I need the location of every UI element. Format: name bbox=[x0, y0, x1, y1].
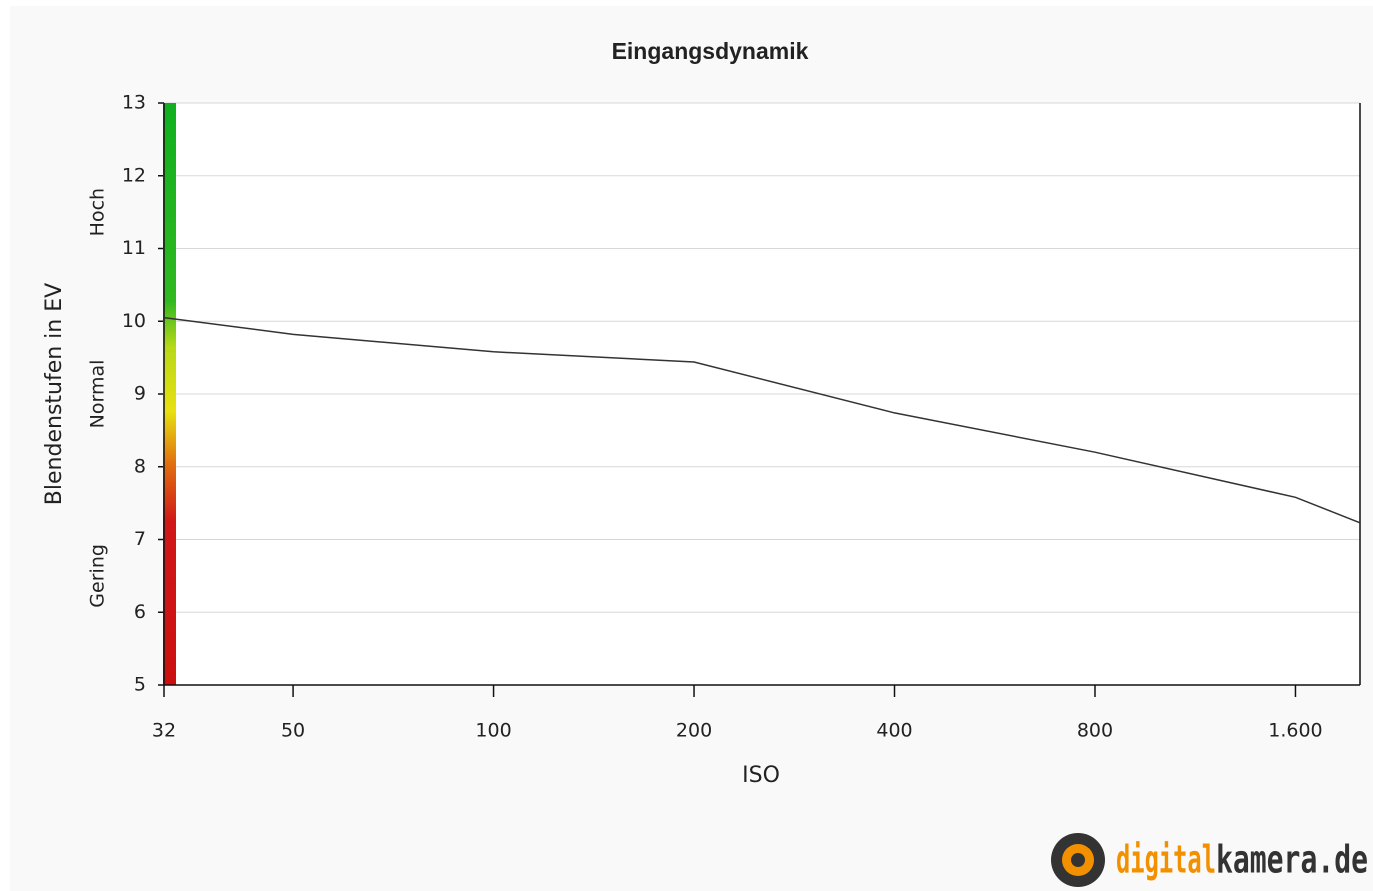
x-axis-label: ISO bbox=[742, 763, 780, 788]
y-tick-label: 5 bbox=[134, 674, 146, 696]
x-tick-label: 1.600 bbox=[1268, 720, 1322, 742]
watermark: digital kamera.de bbox=[1051, 833, 1368, 887]
y-tick-label: 6 bbox=[134, 601, 146, 623]
x-tick-label: 32 bbox=[152, 720, 176, 742]
ev-scale-bar bbox=[163, 103, 176, 685]
x-tick-label: 800 bbox=[1077, 720, 1113, 742]
x-tick-label: 400 bbox=[876, 720, 912, 742]
logo bbox=[1071, 853, 1085, 867]
y-tick-label: 11 bbox=[122, 237, 146, 259]
x-tick-label: 50 bbox=[281, 720, 305, 742]
chart-title: Eingangsdynamik bbox=[612, 38, 809, 64]
y-tick-label: 8 bbox=[134, 455, 146, 477]
y-tick-label: 9 bbox=[134, 383, 146, 405]
y-tick-label: 12 bbox=[122, 164, 146, 186]
band-label: Gering bbox=[87, 544, 109, 608]
y-tick-label: 7 bbox=[134, 528, 146, 550]
y-axis-label: Blendenstufen in EV bbox=[42, 283, 67, 505]
watermark-text: digital bbox=[1116, 838, 1216, 882]
y-tick-label: 13 bbox=[122, 92, 146, 114]
y-tick-label: 10 bbox=[122, 310, 146, 332]
band-label: Hoch bbox=[87, 188, 109, 236]
watermark-text: kamera.de bbox=[1216, 838, 1368, 882]
x-tick-label: 200 bbox=[676, 720, 712, 742]
x-tick-label: 100 bbox=[475, 720, 511, 742]
plot: 5 6 7 8 9 10 11 12 13 Gering Normal Hoch 32 50 100 200 4… bbox=[87, 92, 1361, 742]
band-label: Normal bbox=[87, 360, 109, 429]
line-series bbox=[163, 316, 1361, 524]
